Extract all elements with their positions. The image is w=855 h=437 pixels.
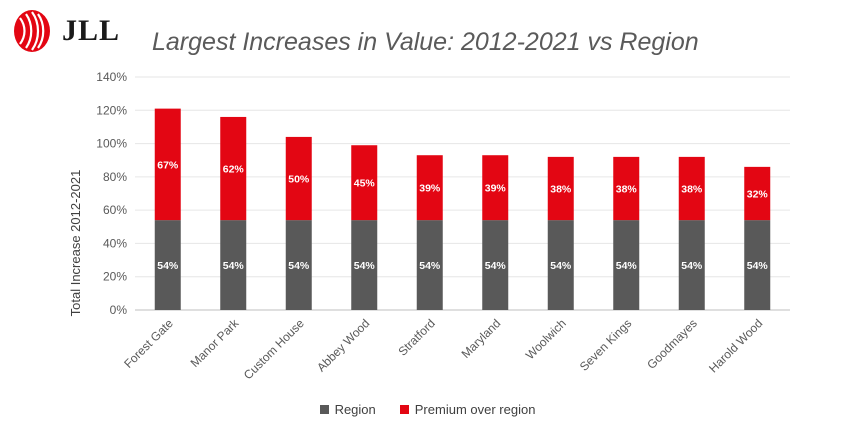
stacked-bar-chart: 0% 20% 40% 60% 80% 100% 120% 140% Total Increas… (68, 70, 790, 383)
data-label-premium: 32% (747, 189, 769, 201)
bar-premium (744, 166, 771, 221)
y-tick-label: 0% (110, 303, 128, 317)
bar-region (547, 220, 574, 310)
y-tick-label: 20% (103, 270, 127, 284)
bar-region (416, 220, 443, 310)
jll-logo-icon (14, 10, 50, 52)
x-tick-label: Maryland (459, 316, 504, 361)
data-label-premium: 39% (419, 183, 441, 195)
data-label-premium: 38% (616, 184, 638, 196)
x-axis-ticks: Forest Gate Manor Park Custom House Abbey W… (121, 316, 765, 383)
data-label-region: 54% (485, 260, 507, 272)
bar-region (351, 220, 378, 310)
data-label-premium: 67% (157, 159, 179, 171)
x-tick-label: Harold Wood (706, 316, 765, 375)
legend-item-region: Region (319, 402, 376, 417)
data-label-premium: 45% (354, 178, 376, 190)
data-label-premium: 62% (223, 164, 245, 176)
bar-premium (416, 155, 443, 221)
data-label-region: 54% (616, 260, 638, 272)
data-label-region: 54% (550, 260, 572, 272)
legend-swatch-region (319, 405, 329, 414)
y-axis-label: Total Increase 2012-2021 (68, 170, 83, 317)
y-axis-ticks: 0% 20% 40% 60% 80% 100% 120% 140% (96, 70, 127, 317)
legend: Region Premium over region (0, 402, 855, 417)
data-label-premium: 38% (550, 184, 572, 196)
bar-region (220, 220, 247, 310)
bar-premium (547, 156, 574, 221)
data-label-premium: 38% (681, 184, 703, 196)
data-label-region: 54% (288, 260, 310, 272)
data-label-region: 54% (354, 260, 376, 272)
y-tick-label: 100% (96, 137, 127, 151)
bar-region (678, 220, 705, 310)
x-tick-label: Seven Kings (577, 316, 635, 374)
x-tick-label: Forest Gate (121, 316, 176, 371)
data-label-premium: 39% (485, 183, 507, 195)
bar-premium (482, 155, 509, 221)
chart-title: Largest Increases in Value: 2012-2021 vs… (152, 28, 699, 56)
x-tick-label: Manor Park (188, 316, 242, 370)
bar-premium (613, 156, 640, 221)
x-tick-label: Goodmayes (644, 316, 700, 372)
data-label-premium: 50% (288, 174, 310, 186)
bar-region (744, 220, 771, 310)
bar-premium (220, 116, 247, 221)
x-tick-label: Stratford (395, 316, 437, 358)
bar-region (154, 220, 181, 310)
bar-premium (154, 108, 181, 221)
x-tick-label: Woolwich (523, 316, 569, 362)
bar-region (285, 220, 312, 310)
data-label-region: 54% (157, 260, 179, 272)
bar-region (482, 220, 509, 310)
bar-premium (678, 156, 705, 221)
y-tick-label: 80% (103, 170, 127, 184)
y-tick-label: 40% (103, 236, 127, 250)
legend-item-premium: Premium over region (399, 402, 536, 417)
legend-swatch-premium (399, 405, 409, 414)
data-label-region: 54% (223, 260, 245, 272)
x-tick-label: Custom House (241, 316, 307, 382)
data-label-region: 54% (681, 260, 703, 272)
legend-label-region: Region (334, 402, 376, 417)
logo-text: JLL (62, 14, 121, 47)
y-tick-label: 60% (103, 203, 127, 217)
legend-label-premium: Premium over region (414, 402, 536, 417)
x-tick-label: Abbey Wood (314, 316, 372, 374)
data-label-region: 54% (747, 260, 769, 272)
bar-region (613, 220, 640, 310)
bar-premium (351, 145, 378, 221)
y-tick-label: 120% (96, 103, 127, 117)
bar-premium (285, 136, 312, 221)
data-label-region: 54% (419, 260, 441, 272)
y-tick-label: 140% (96, 70, 127, 84)
bars: 54% 67% 54% 62% 54% 50% 54% 45% 54% 39% 54% 39% 54% 3… (154, 108, 771, 310)
jll-logo: JLL (10, 8, 120, 56)
